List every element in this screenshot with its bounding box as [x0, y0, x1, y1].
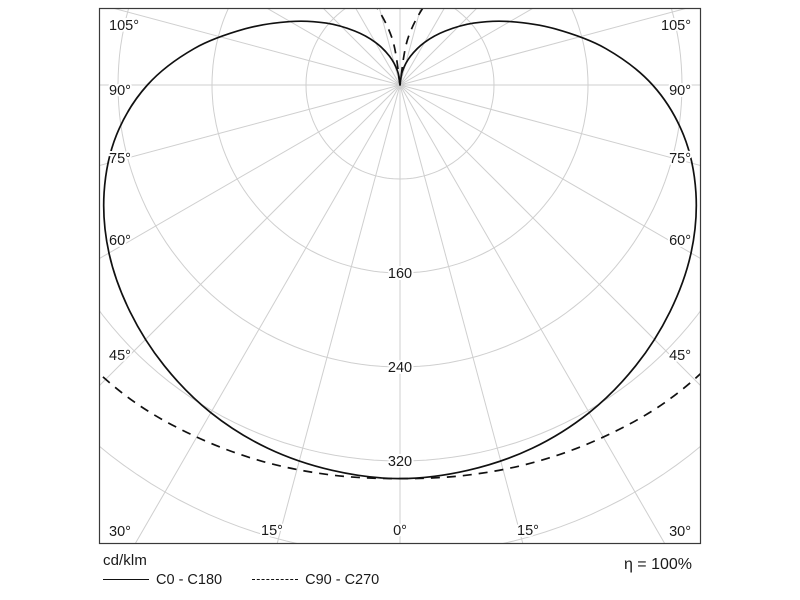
plot-frame [98, 7, 702, 545]
angle-label-right-105: 105° [661, 18, 691, 34]
angle-label-right-75: 75° [669, 151, 691, 167]
angle-label-right-30: 30° [669, 524, 691, 540]
angle-label-bottom-0: 0° [393, 523, 407, 539]
radial-tick-label: 320 [388, 454, 412, 470]
angle-label-left-60: 60° [109, 233, 131, 249]
angle-label-left-30: 30° [109, 524, 131, 540]
curve-c90-c270 [100, 9, 700, 480]
angle-label-right-45: 45° [669, 348, 691, 364]
radial-tick-label: 240 [388, 360, 412, 376]
angle-label-right-90: 90° [669, 83, 691, 99]
polar-curves [100, 9, 700, 480]
angle-label-right-60: 60° [669, 233, 691, 249]
angle-label-left-90: 90° [109, 83, 131, 99]
angle-label-bottom-left-15: 15° [261, 523, 283, 539]
radial-tick-label: 160 [388, 266, 412, 282]
angle-label-left-75: 75° [109, 151, 131, 167]
angle-label-left-45: 45° [109, 348, 131, 364]
polar-labels: 160 240 320 105° 90° 75° 60° 45° 30° 105° 90° 75° 60… [107, 16, 693, 542]
angle-label-bottom-right-15: 15° [517, 523, 539, 539]
angle-label-left-105: 105° [109, 18, 139, 34]
